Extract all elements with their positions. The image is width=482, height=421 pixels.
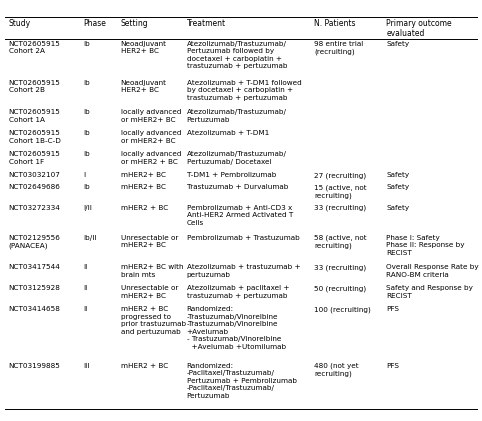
Text: NCT03199885: NCT03199885 [9, 362, 60, 369]
Text: NCT03125928: NCT03125928 [9, 285, 60, 291]
Text: Atezolizumab + paclitaxel +
trastuzumab + pertuzumab: Atezolizumab + paclitaxel + trastuzumab … [187, 285, 289, 299]
Text: mHER2 + BC: mHER2 + BC [120, 205, 168, 211]
Text: mHER2 + BC: mHER2 + BC [120, 362, 168, 369]
Text: PFS: PFS [387, 362, 400, 369]
Text: II: II [83, 285, 87, 291]
Text: NCT03414658: NCT03414658 [9, 306, 60, 312]
Text: NCT02605915
Cohort 1A: NCT02605915 Cohort 1A [9, 109, 60, 123]
Text: Phase I: Safety
Phase II: Response by
RECIST: Phase I: Safety Phase II: Response by RE… [387, 234, 465, 256]
Text: Randomized:
-Paclitaxel/Trastuzumab/
Pertuzumab + Pembrolizumab
-Paclitaxel/Tras: Randomized: -Paclitaxel/Trastuzumab/ Per… [187, 362, 297, 399]
Text: T-DM1 + Pembrolizumab: T-DM1 + Pembrolizumab [187, 172, 276, 178]
Text: I: I [83, 172, 85, 178]
Text: NCT03417544: NCT03417544 [9, 264, 60, 270]
Text: Trastuzumab + Durvalumab: Trastuzumab + Durvalumab [187, 184, 288, 190]
Text: 33 (recruiting): 33 (recruiting) [314, 264, 366, 271]
Text: Randomized:
-Trastuzumab/Vinorelbine
-Trastuzumab/Vinorelbine
+Avelumab
- Trastu: Randomized: -Trastuzumab/Vinorelbine -Tr… [187, 306, 286, 350]
Text: locally advanced
or mHER2+ BC: locally advanced or mHER2+ BC [120, 109, 181, 123]
Text: Pembrolizumab + Anti-CD3 x
Anti-HER2 Armed Activated T
Cells: Pembrolizumab + Anti-CD3 x Anti-HER2 Arm… [187, 205, 293, 226]
Text: Neoadjuvant
HER2+ BC: Neoadjuvant HER2+ BC [120, 80, 167, 93]
Text: 58 (active, not
recruiting): 58 (active, not recruiting) [314, 234, 367, 249]
Text: NCT03272334: NCT03272334 [9, 205, 60, 211]
Text: I/II: I/II [83, 205, 92, 211]
Text: Unresectable or
mHER2+ BC: Unresectable or mHER2+ BC [120, 234, 178, 248]
Text: Treatment: Treatment [187, 19, 226, 28]
Text: NCT02129556
(PANACEA): NCT02129556 (PANACEA) [9, 234, 60, 249]
Text: Ib: Ib [83, 41, 90, 47]
Text: locally advanced
or mHER2 + BC: locally advanced or mHER2 + BC [120, 151, 181, 165]
Text: Primary outcome
evaluated: Primary outcome evaluated [387, 19, 452, 38]
Text: Unresectable or
mHER2+ BC: Unresectable or mHER2+ BC [120, 285, 178, 299]
Text: Safety: Safety [387, 184, 410, 190]
Text: Ib: Ib [83, 184, 90, 190]
Text: Neoadjuvant
HER2+ BC: Neoadjuvant HER2+ BC [120, 41, 167, 54]
Text: Setting: Setting [120, 19, 148, 28]
Text: II: II [83, 264, 87, 270]
Text: Study: Study [9, 19, 31, 28]
Text: NCT02605915
Cohort 1B-C-D: NCT02605915 Cohort 1B-C-D [9, 130, 60, 144]
Text: Atezolizumab + T-DM1 followed
by docetaxel + carboplatin +
trastuzumab + pertuzu: Atezolizumab + T-DM1 followed by docetax… [187, 80, 301, 101]
Text: 33 (recruiting): 33 (recruiting) [314, 205, 366, 211]
Text: 27 (recruiting): 27 (recruiting) [314, 172, 366, 179]
Text: Safety: Safety [387, 41, 410, 47]
Text: locally advanced
or mHER2+ BC: locally advanced or mHER2+ BC [120, 130, 181, 144]
Text: Pembrolizumab + Trastuzumab: Pembrolizumab + Trastuzumab [187, 234, 299, 241]
Text: Ib: Ib [83, 130, 90, 136]
Text: mHER2 + BC
progressed to
prior trastuzumab
and pertuzumab: mHER2 + BC progressed to prior trastuzum… [120, 306, 186, 335]
Text: 100 (recruiting): 100 (recruiting) [314, 306, 371, 313]
Text: 15 (active, not
recruiting): 15 (active, not recruiting) [314, 184, 367, 199]
Text: Atezolizumab + T-DM1: Atezolizumab + T-DM1 [187, 130, 269, 136]
Text: 98 entire trial
(recruiting): 98 entire trial (recruiting) [314, 41, 363, 55]
Text: III: III [83, 362, 89, 369]
Text: Safety: Safety [387, 172, 410, 178]
Text: II: II [83, 306, 87, 312]
Text: mHER2+ BC: mHER2+ BC [120, 184, 165, 190]
Text: Safety and Response by
RECIST: Safety and Response by RECIST [387, 285, 473, 299]
Text: NCT02605915
Cohort 2A: NCT02605915 Cohort 2A [9, 41, 60, 54]
Text: 50 (recruiting): 50 (recruiting) [314, 285, 366, 292]
Text: mHER2+ BC with
brain mts: mHER2+ BC with brain mts [120, 264, 183, 278]
Text: NCT02605915
Cohort 1F: NCT02605915 Cohort 1F [9, 151, 60, 165]
Text: NCT03032107: NCT03032107 [9, 172, 60, 178]
Text: N. Patients: N. Patients [314, 19, 356, 28]
Text: Atezolizumab/Trastuzumab/
Pertuzumab: Atezolizumab/Trastuzumab/ Pertuzumab [187, 109, 287, 123]
Text: Atezolizumab + trastuzumab +
pertuzumab: Atezolizumab + trastuzumab + pertuzumab [187, 264, 300, 278]
Text: Atezolizumab/Trastuzumab/
Pertuzumab/ Docetaxel: Atezolizumab/Trastuzumab/ Pertuzumab/ Do… [187, 151, 287, 165]
Text: Ib: Ib [83, 109, 90, 115]
Text: 480 (not yet
recruiting): 480 (not yet recruiting) [314, 362, 359, 377]
Text: Safety: Safety [387, 205, 410, 211]
Text: Ib/II: Ib/II [83, 234, 96, 241]
Text: Ib: Ib [83, 80, 90, 85]
Text: Phase: Phase [83, 19, 106, 28]
Text: mHER2+ BC: mHER2+ BC [120, 172, 165, 178]
Text: NCT02649686: NCT02649686 [9, 184, 60, 190]
Text: PFS: PFS [387, 306, 400, 312]
Text: Overall Response Rate by
RANO-BM criteria: Overall Response Rate by RANO-BM criteri… [387, 264, 479, 278]
Text: Ib: Ib [83, 151, 90, 157]
Text: Atezolizumab/Trastuzumab/
Pertuzumab followed by
docetaxel + carboplatin +
trast: Atezolizumab/Trastuzumab/ Pertuzumab fol… [187, 41, 287, 69]
Text: NCT02605915
Cohort 2B: NCT02605915 Cohort 2B [9, 80, 60, 93]
